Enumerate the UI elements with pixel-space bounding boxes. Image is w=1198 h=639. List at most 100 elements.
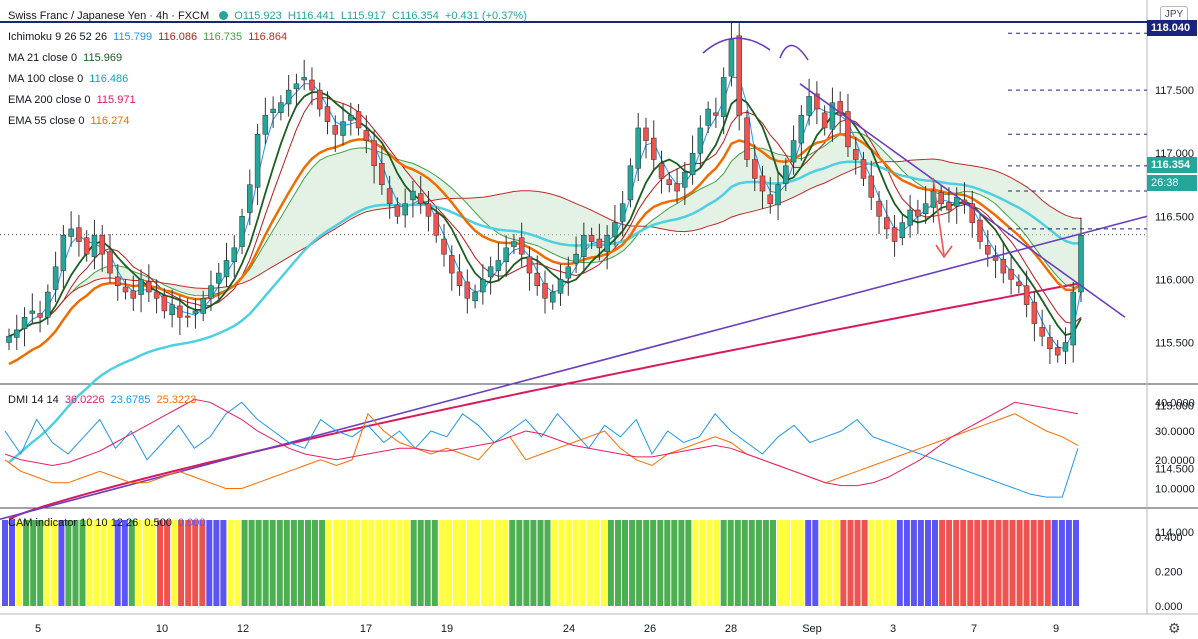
cam-bar-yellow xyxy=(579,520,586,606)
top-line-price-tag: 118.040 xyxy=(1147,20,1197,36)
candle-body xyxy=(588,234,595,242)
cam-bar-blue xyxy=(114,520,121,606)
cam-bar-yellow xyxy=(565,520,572,606)
price-tick-label: 115.000 xyxy=(1155,401,1194,413)
cam-bar-yellow xyxy=(44,520,51,606)
candle-body xyxy=(371,140,377,167)
candle-body xyxy=(736,35,742,116)
time-tick-label: 5 xyxy=(35,623,41,635)
candle-body xyxy=(177,305,183,318)
cam-bar-yellow xyxy=(340,520,347,606)
cam-bar-green xyxy=(748,520,755,606)
dmi-series-plus-di xyxy=(4,401,1079,498)
cam-bar-green xyxy=(276,520,283,606)
candle-body xyxy=(192,310,199,314)
price-tick-label: 117.500 xyxy=(1155,85,1194,97)
cam-label: CAM indicator 10 10 12 26 xyxy=(8,517,139,529)
ichimoku-span-a-line xyxy=(8,131,1082,337)
ema55-legend[interactable]: EMA 55 close 0 116.274 xyxy=(8,115,132,127)
head-arc-small xyxy=(779,44,809,61)
cam-bar-yellow xyxy=(107,520,114,606)
candle-body xyxy=(550,291,556,303)
cam-bar-blue xyxy=(917,520,924,606)
cam-bar-green xyxy=(241,520,248,606)
cam-bar-yellow xyxy=(833,520,840,606)
cam-bar-green xyxy=(417,520,424,606)
ma21-legend[interactable]: MA 21 close 0 115.969 xyxy=(8,52,125,64)
cam-bar-blue xyxy=(910,520,917,606)
symbol-title[interactable]: Swiss Franc / Japanese Yen · 4h · FXCM xyxy=(8,10,210,22)
settings-gear-icon[interactable]: ⚙ xyxy=(1168,620,1181,636)
cam-bar-green xyxy=(269,520,276,606)
cam-bar-green xyxy=(770,520,776,606)
ichimoku-legend[interactable]: Ichimoku 9 26 52 26 115.799 116.086 116.… xyxy=(8,31,290,43)
down-arrow-head xyxy=(935,244,953,259)
candle-body xyxy=(45,291,51,318)
dmi-legend[interactable]: DMI 14 14 36.0226 23.6785 25.3223 xyxy=(8,394,199,406)
cam-bar-green xyxy=(762,520,769,606)
candle-body xyxy=(643,127,649,141)
candle-body xyxy=(29,310,36,314)
cam-bar-green xyxy=(530,520,537,606)
dmi-label: DMI 14 14 xyxy=(8,394,59,406)
cam-bar-red xyxy=(854,520,861,606)
candle-body xyxy=(658,163,665,179)
cam-bar-yellow xyxy=(882,520,889,606)
candle-body xyxy=(557,279,564,294)
cam-bar-green xyxy=(755,520,762,606)
cam-bar-blue xyxy=(896,520,903,606)
candle-body xyxy=(254,134,261,188)
cam-bar-green xyxy=(255,520,262,606)
candle-body xyxy=(425,203,432,217)
cam-bar-blue xyxy=(213,520,220,606)
cam-bar-blue xyxy=(2,520,8,606)
candle-body xyxy=(161,295,168,312)
cam-bar-blue xyxy=(58,520,65,606)
candle-body xyxy=(107,251,113,274)
candle-body xyxy=(1000,258,1007,274)
cam-bar-yellow xyxy=(16,520,23,606)
cam-bar-red xyxy=(861,520,868,606)
ema55-label: EMA 55 close 0 xyxy=(8,115,85,127)
cam-bar-yellow xyxy=(326,520,333,606)
cam-bar-yellow xyxy=(586,520,593,606)
time-tick-label: 24 xyxy=(563,623,575,635)
candle-body xyxy=(814,93,820,110)
cam-legend[interactable]: CAM indicator 10 10 12 26 0.500 0.000 xyxy=(8,517,208,529)
ema200-legend[interactable]: EMA 200 close 0 115.971 xyxy=(8,94,139,106)
cam-v2: 0.000 xyxy=(177,517,206,529)
rising-trendline xyxy=(0,215,1148,520)
cam-bar-yellow xyxy=(572,520,579,606)
price-tick-label: 116.500 xyxy=(1155,211,1194,223)
candle-body xyxy=(907,209,913,226)
market-status-icon xyxy=(219,11,229,20)
candle-body xyxy=(1023,285,1030,305)
candle-body xyxy=(604,234,610,252)
candle-body xyxy=(293,83,300,90)
cam-bar-green xyxy=(37,520,44,606)
ichimoku-v4: 116.864 xyxy=(248,31,288,43)
cam-bar-red xyxy=(164,520,171,606)
candle-body xyxy=(6,335,12,343)
cam-bar-green xyxy=(297,520,304,606)
cam-bar-red xyxy=(1002,520,1009,606)
cam-bar-blue xyxy=(206,520,213,606)
ma21-label: MA 21 close 0 xyxy=(8,52,78,64)
cam-bar-blue xyxy=(812,520,819,606)
cam-bar-yellow xyxy=(495,520,502,606)
cam-bar-yellow xyxy=(488,520,495,606)
bar-countdown-tag: 26:38 xyxy=(1147,175,1197,191)
candle-body xyxy=(285,89,292,105)
ichimoku-cloud-fill xyxy=(9,132,1081,337)
cam-bar-red xyxy=(847,520,854,606)
candle-body xyxy=(37,313,43,318)
cam-bar-yellow xyxy=(135,520,142,606)
ma100-legend[interactable]: MA 100 close 0 116.486 xyxy=(8,73,131,85)
cam-bar-green xyxy=(664,520,671,606)
cam-bar-yellow xyxy=(798,520,805,606)
cam-bar-yellow xyxy=(445,520,452,606)
candle-body xyxy=(922,203,929,215)
cam-bar-green xyxy=(720,520,727,606)
cam-bar-yellow xyxy=(150,520,156,606)
